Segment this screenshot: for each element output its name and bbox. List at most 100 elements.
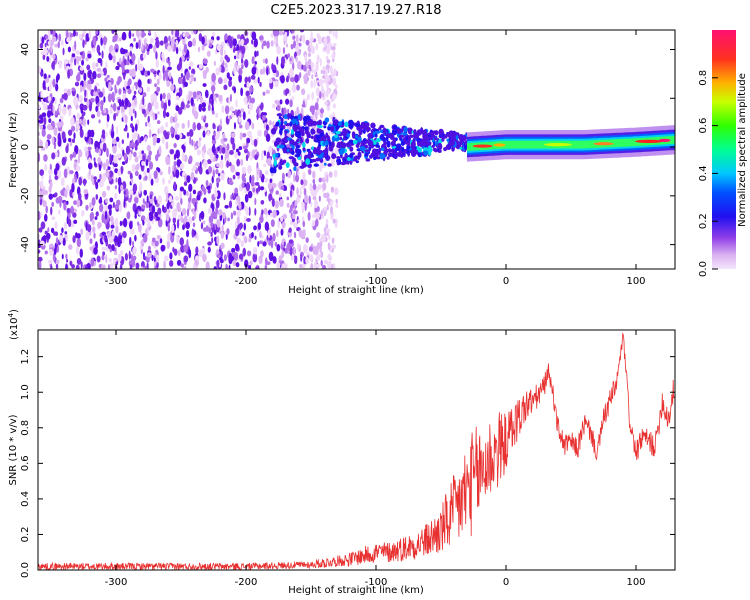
spectrogram-noise-blob bbox=[80, 228, 84, 236]
spectrogram-noise-blob bbox=[296, 42, 299, 52]
spectrogram-noise-blob bbox=[48, 102, 53, 110]
spectrogram-noise-blob bbox=[166, 240, 170, 250]
spectrogram-noise-blob bbox=[316, 97, 319, 103]
spectrogram-noise-blob bbox=[201, 36, 205, 45]
spectrogram-x-tick-label: -200 bbox=[235, 276, 258, 287]
spectrogram-noise-blob bbox=[125, 69, 130, 74]
spectrogram-band-blob bbox=[370, 152, 375, 158]
spectrogram-noise-blob bbox=[312, 196, 317, 200]
spectrogram-noise-blob bbox=[82, 104, 88, 111]
spectrogram-noise-blob bbox=[55, 259, 60, 265]
spectrogram-noise-blob bbox=[331, 52, 336, 60]
spectrogram-noise-blob bbox=[303, 243, 308, 254]
spectrogram-band-blob bbox=[380, 154, 386, 159]
spectrogram-noise-blob bbox=[235, 148, 240, 153]
spectrogram-noise-blob bbox=[252, 252, 258, 263]
spectrogram-noise-blob bbox=[310, 201, 313, 207]
spectrogram-noise-blob bbox=[75, 264, 80, 269]
spectrogram-noise-blob bbox=[317, 205, 320, 213]
spectrogram-noise-blob bbox=[262, 40, 267, 47]
spectrogram-noise-blob bbox=[202, 130, 206, 138]
spectrogram-noise-blob bbox=[289, 77, 295, 83]
spectrogram-noise-blob bbox=[129, 189, 134, 198]
spectrogram-noise-blob bbox=[109, 197, 114, 203]
spectrogram-noise-blob bbox=[232, 142, 236, 151]
spectrogram-band-blob bbox=[276, 113, 283, 117]
spectrogram-noise-blob bbox=[75, 246, 79, 255]
spectrogram-noise-blob bbox=[206, 50, 211, 57]
spectrogram-noise-blob bbox=[112, 54, 116, 64]
spectrogram-noise-blob bbox=[155, 154, 159, 162]
spectrogram-band-blob bbox=[296, 131, 302, 139]
spectrogram-band-blob bbox=[357, 136, 362, 143]
spectrogram-noise-blob bbox=[272, 30, 278, 37]
spectrogram-noise-blob bbox=[138, 39, 141, 50]
spectrogram-noise-blob bbox=[334, 30, 338, 40]
spectrogram-noise-blob bbox=[156, 78, 160, 86]
spectrogram-noise-blob bbox=[312, 170, 316, 179]
spectrogram-noise-blob bbox=[162, 73, 166, 82]
spectrogram-noise-blob bbox=[186, 131, 190, 137]
spectrogram-noise-blob bbox=[105, 198, 109, 204]
spectrogram-noise-blob bbox=[195, 246, 199, 255]
spectrogram-noise-blob bbox=[174, 134, 180, 140]
spectrogram-noise-blob bbox=[75, 74, 81, 82]
spectrogram-noise-blob bbox=[121, 98, 125, 109]
spectrogram-noise-blob bbox=[190, 171, 195, 181]
spectrogram-noise-blob bbox=[313, 261, 317, 269]
spectrogram-noise-blob bbox=[61, 253, 64, 260]
spectrogram-noise-blob bbox=[112, 201, 115, 209]
spectrogram-noise-blob bbox=[89, 212, 95, 221]
spectrogram-noise-blob bbox=[244, 236, 248, 244]
spectrogram-noise-blob bbox=[280, 74, 285, 84]
spectrogram-band-blob bbox=[391, 148, 396, 155]
spectrogram-noise-blob bbox=[134, 156, 139, 163]
spectrogram-noise-blob bbox=[182, 171, 186, 177]
spectrogram-noise-blob bbox=[182, 135, 186, 139]
spectrogram-noise-blob bbox=[193, 77, 197, 82]
spectrogram-noise-blob bbox=[230, 164, 235, 173]
spectrogram-noise-blob bbox=[186, 190, 189, 197]
spectrogram-noise-blob bbox=[279, 99, 283, 105]
spectrogram-noise-blob bbox=[85, 231, 90, 241]
spectrogram-noise-blob bbox=[181, 207, 187, 216]
spectrogram-noise-blob bbox=[107, 263, 110, 269]
spectrogram-noise-blob bbox=[47, 227, 50, 233]
spectrogram-band-blob bbox=[352, 133, 355, 139]
spectrogram-noise-blob bbox=[114, 84, 117, 92]
spectrogram-noise-blob bbox=[333, 169, 338, 178]
spectrogram-noise-blob bbox=[220, 50, 224, 56]
spectrogram-noise-blob bbox=[75, 97, 79, 106]
spectrogram-noise-blob bbox=[323, 259, 329, 265]
spectrogram-noise-blob bbox=[62, 237, 66, 246]
spectrogram-noise-blob bbox=[293, 210, 298, 215]
spectrogram-noise-blob bbox=[218, 94, 223, 102]
spectrogram-noise-blob bbox=[247, 190, 253, 199]
spectrogram-noise-blob bbox=[41, 36, 45, 44]
spectrogram-noise-blob bbox=[330, 205, 333, 215]
spectrogram-noise-blob bbox=[307, 58, 312, 66]
spectrogram-band-blob bbox=[428, 146, 433, 153]
spectrogram-noise-blob bbox=[116, 199, 121, 206]
colorbar-label: Normalized spectral amplitude bbox=[737, 73, 748, 227]
spectrogram-noise-blob bbox=[310, 262, 314, 269]
spectrogram-noise-blob bbox=[132, 133, 137, 140]
spectrogram-noise-blob bbox=[176, 159, 182, 167]
spectrogram-noise-blob bbox=[98, 91, 104, 98]
spectrogram-noise-blob bbox=[332, 263, 336, 269]
spectrogram-noise-blob bbox=[265, 58, 268, 65]
spectrogram-band-blob bbox=[463, 144, 468, 150]
spectrogram-noise-blob bbox=[235, 171, 240, 176]
spectrogram-noise-blob bbox=[200, 222, 204, 230]
spectrogram-noise-blob bbox=[228, 80, 232, 88]
spectrogram-noise-blob bbox=[143, 170, 147, 176]
spectrogram-tone-layer bbox=[467, 135, 675, 151]
spectrogram-noise-blob bbox=[41, 128, 46, 137]
svg-text:(x104): (x104) bbox=[7, 309, 20, 340]
spectrogram-noise-blob bbox=[331, 237, 335, 244]
spectrogram-noise-blob bbox=[68, 244, 73, 251]
spectrogram-band-blob bbox=[290, 128, 294, 135]
spectrogram-noise-blob bbox=[201, 107, 206, 112]
spectrogram-noise-blob bbox=[202, 220, 206, 225]
spectrogram-noise-blob bbox=[61, 156, 67, 166]
